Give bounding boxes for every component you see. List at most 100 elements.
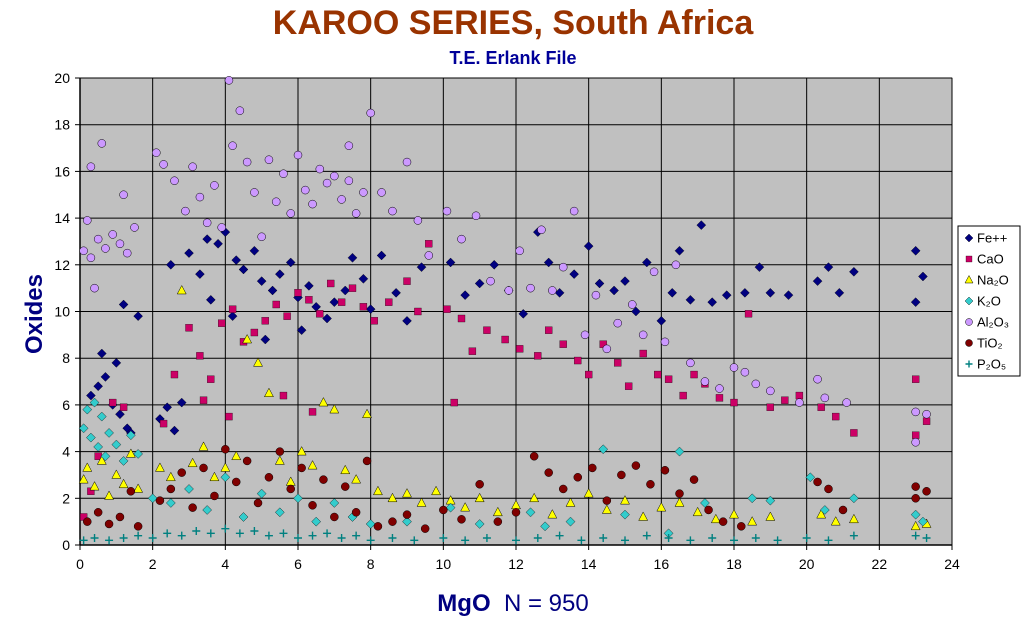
point-fe++ <box>97 348 107 359</box>
point-p2o5 <box>664 533 673 542</box>
point-cao <box>283 312 291 320</box>
point-al2o3 <box>359 188 368 197</box>
point-na2o <box>431 485 441 496</box>
point-fe++ <box>111 358 122 368</box>
point-al2o3 <box>486 276 495 286</box>
point-na2o <box>318 397 329 407</box>
point-fe++ <box>184 248 194 258</box>
point-tio2 <box>242 456 252 466</box>
point-al2o3 <box>388 206 397 216</box>
x-tick-label: 0 <box>76 556 84 572</box>
point-fe++ <box>554 288 565 298</box>
point-fe++ <box>834 288 845 298</box>
point-na2o <box>710 513 721 524</box>
point-cao <box>159 419 168 428</box>
series-al2o3 <box>79 76 931 447</box>
point-fe++ <box>340 285 351 296</box>
point-tio2 <box>286 484 295 494</box>
point-na2o <box>155 462 165 472</box>
point-al2o3 <box>119 190 128 199</box>
point-al2o3 <box>638 330 648 340</box>
y-tick-label: 6 <box>62 397 70 413</box>
point-al2o3 <box>660 337 670 347</box>
point-cao <box>515 345 524 353</box>
data-points <box>78 76 932 545</box>
chart-title: KAROO SERIES, South Africa <box>272 4 754 42</box>
point-fe++ <box>823 262 834 272</box>
point-p2o5 <box>90 533 99 542</box>
point-na2o <box>104 490 114 500</box>
point-al2o3 <box>195 192 205 202</box>
point-al2o3 <box>344 141 354 150</box>
point-na2o <box>253 357 263 367</box>
point-al2o3 <box>188 162 197 171</box>
point-fe++ <box>721 290 732 300</box>
point-al2o3 <box>402 157 412 167</box>
point-tio2 <box>511 508 521 517</box>
point-al2o3 <box>301 185 310 195</box>
point-cao <box>730 398 738 407</box>
x-tick-label: 22 <box>872 556 888 572</box>
point-cao <box>501 335 509 344</box>
point-p2o5 <box>461 536 470 545</box>
point-fe++ <box>656 316 667 326</box>
point-cao <box>119 403 128 411</box>
point-al2o3 <box>315 164 325 174</box>
point-p2o5 <box>533 533 542 542</box>
point-al2o3 <box>558 262 568 272</box>
point-tio2 <box>388 517 397 526</box>
point-tio2 <box>126 487 136 496</box>
point-al2o3 <box>264 155 274 164</box>
point-cao <box>185 324 193 332</box>
point-tio2 <box>177 468 186 477</box>
point-fe++ <box>195 269 205 279</box>
point-p2o5 <box>555 531 564 540</box>
point-p2o5 <box>922 533 931 542</box>
point-tio2 <box>911 494 920 503</box>
point-tio2 <box>402 510 412 519</box>
point-k2o <box>97 411 107 422</box>
point-na2o <box>198 441 209 451</box>
point-al2o3 <box>286 209 295 218</box>
point-tio2 <box>439 505 448 515</box>
point-fe++ <box>365 304 376 314</box>
point-k2o <box>700 498 710 508</box>
point-al2o3 <box>504 286 513 295</box>
point-p2o5 <box>119 533 128 542</box>
point-na2o <box>460 502 471 512</box>
point-na2o <box>373 485 383 496</box>
point-tio2 <box>573 473 583 482</box>
point-al2o3 <box>613 318 622 328</box>
x-tick-label: 20 <box>799 556 815 572</box>
point-na2o <box>529 492 540 503</box>
point-fe++ <box>918 271 928 282</box>
point-na2o <box>209 471 220 482</box>
point-cao <box>109 398 117 407</box>
point-cao <box>308 408 317 416</box>
x-tick-label: 16 <box>654 556 670 572</box>
point-p2o5 <box>163 529 172 538</box>
point-fe++ <box>416 262 427 272</box>
point-al2o3 <box>86 162 96 171</box>
point-al2o3 <box>330 171 339 181</box>
point-k2o <box>89 397 100 408</box>
point-tio2 <box>264 473 274 482</box>
point-al2o3 <box>366 108 375 118</box>
point-tio2 <box>813 477 822 487</box>
point-tio2 <box>838 505 848 515</box>
point-na2o <box>848 513 859 524</box>
point-fe++ <box>445 257 456 268</box>
point-na2o <box>125 448 136 458</box>
point-p2o5 <box>773 536 782 545</box>
point-al2o3 <box>97 139 107 148</box>
point-tio2 <box>104 519 114 529</box>
point-na2o <box>176 284 187 295</box>
point-al2o3 <box>108 230 117 239</box>
legend-marker-p2o5 <box>965 360 973 368</box>
point-cao <box>690 370 698 379</box>
point-p2o5 <box>221 524 230 533</box>
point-fe++ <box>594 278 605 289</box>
point-fe++ <box>391 288 401 298</box>
point-p2o5 <box>279 529 288 538</box>
point-al2o3 <box>537 225 546 235</box>
